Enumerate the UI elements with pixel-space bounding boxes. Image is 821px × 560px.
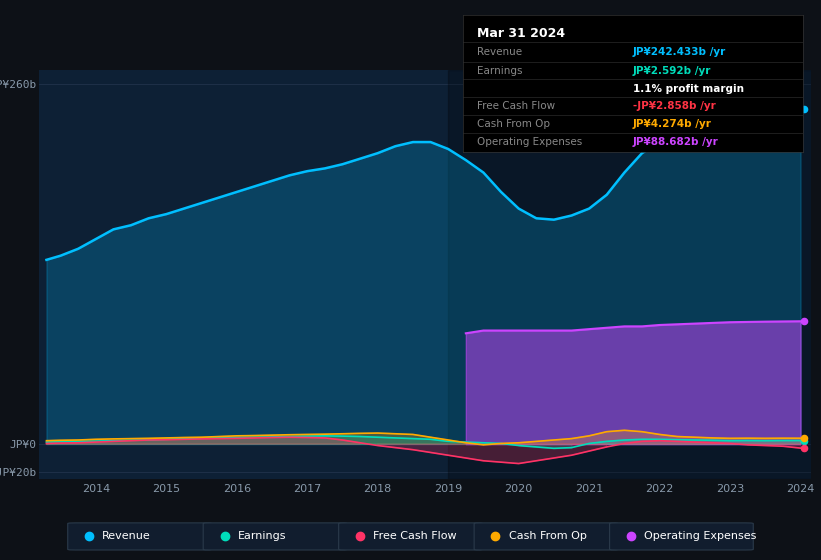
Text: JP¥2.592b /yr: JP¥2.592b /yr <box>633 66 711 76</box>
Text: Cash From Op: Cash From Op <box>509 531 586 542</box>
Text: Cash From Op: Cash From Op <box>477 119 549 129</box>
Point <box>797 436 810 445</box>
Bar <box>448 70 814 479</box>
Text: Free Cash Flow: Free Cash Flow <box>477 101 555 111</box>
Point <box>797 104 810 113</box>
Text: Operating Expenses: Operating Expenses <box>477 137 582 147</box>
Text: JP¥88.682b /yr: JP¥88.682b /yr <box>633 137 718 147</box>
Text: 1.1% profit margin: 1.1% profit margin <box>633 83 744 94</box>
Text: Revenue: Revenue <box>477 46 521 57</box>
FancyBboxPatch shape <box>67 523 212 550</box>
FancyBboxPatch shape <box>203 523 346 550</box>
Point <box>797 317 810 326</box>
Text: Earnings: Earnings <box>477 66 522 76</box>
FancyBboxPatch shape <box>338 523 482 550</box>
Text: -JP¥2.858b /yr: -JP¥2.858b /yr <box>633 101 716 111</box>
FancyBboxPatch shape <box>475 523 617 550</box>
Text: JP¥242.433b /yr: JP¥242.433b /yr <box>633 46 727 57</box>
Point <box>797 434 810 443</box>
Text: Free Cash Flow: Free Cash Flow <box>373 531 456 542</box>
Point <box>797 444 810 452</box>
Text: JP¥4.274b /yr: JP¥4.274b /yr <box>633 119 712 129</box>
Text: Mar 31 2024: Mar 31 2024 <box>477 27 565 40</box>
Text: Revenue: Revenue <box>102 531 151 542</box>
Text: Operating Expenses: Operating Expenses <box>644 531 756 542</box>
FancyBboxPatch shape <box>609 523 754 550</box>
Text: Earnings: Earnings <box>238 531 287 542</box>
